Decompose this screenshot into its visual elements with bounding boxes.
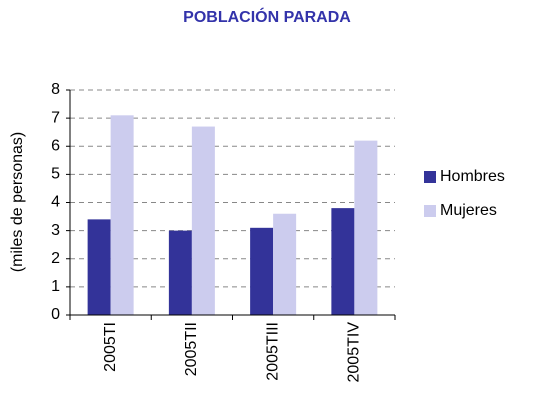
legend-swatch [424, 205, 436, 217]
y-tick-label: 3 [51, 222, 60, 239]
x-tick-label: 2005TIV [346, 322, 363, 383]
y-tick-label: 4 [51, 194, 60, 211]
y-tick-label: 1 [51, 278, 60, 295]
bar [87, 219, 111, 315]
bar [168, 230, 192, 315]
legend-label: Mujeres [440, 202, 497, 219]
x-tick-label: 2005TIII [264, 322, 281, 381]
y-tick-label: 8 [51, 81, 60, 98]
bar [331, 208, 355, 315]
bar [354, 140, 378, 315]
chart-title: POBLACIÓN PARADA [183, 7, 351, 26]
y-tick-label: 6 [51, 137, 60, 154]
y-tick-label: 0 [51, 306, 60, 323]
legend-swatch [424, 171, 436, 183]
x-tick-label: 2005TI [102, 322, 119, 372]
bar [191, 126, 215, 315]
x-tick-label: 2005TII [183, 322, 200, 376]
legend-label: Hombres [440, 168, 505, 185]
bar [110, 115, 134, 315]
y-tick-label: 5 [51, 166, 60, 183]
y-tick-label: 7 [51, 109, 60, 126]
bar [273, 213, 297, 315]
y-axis-label: (miles de personas) [9, 132, 26, 273]
bar [250, 227, 274, 315]
y-tick-label: 2 [51, 250, 60, 267]
